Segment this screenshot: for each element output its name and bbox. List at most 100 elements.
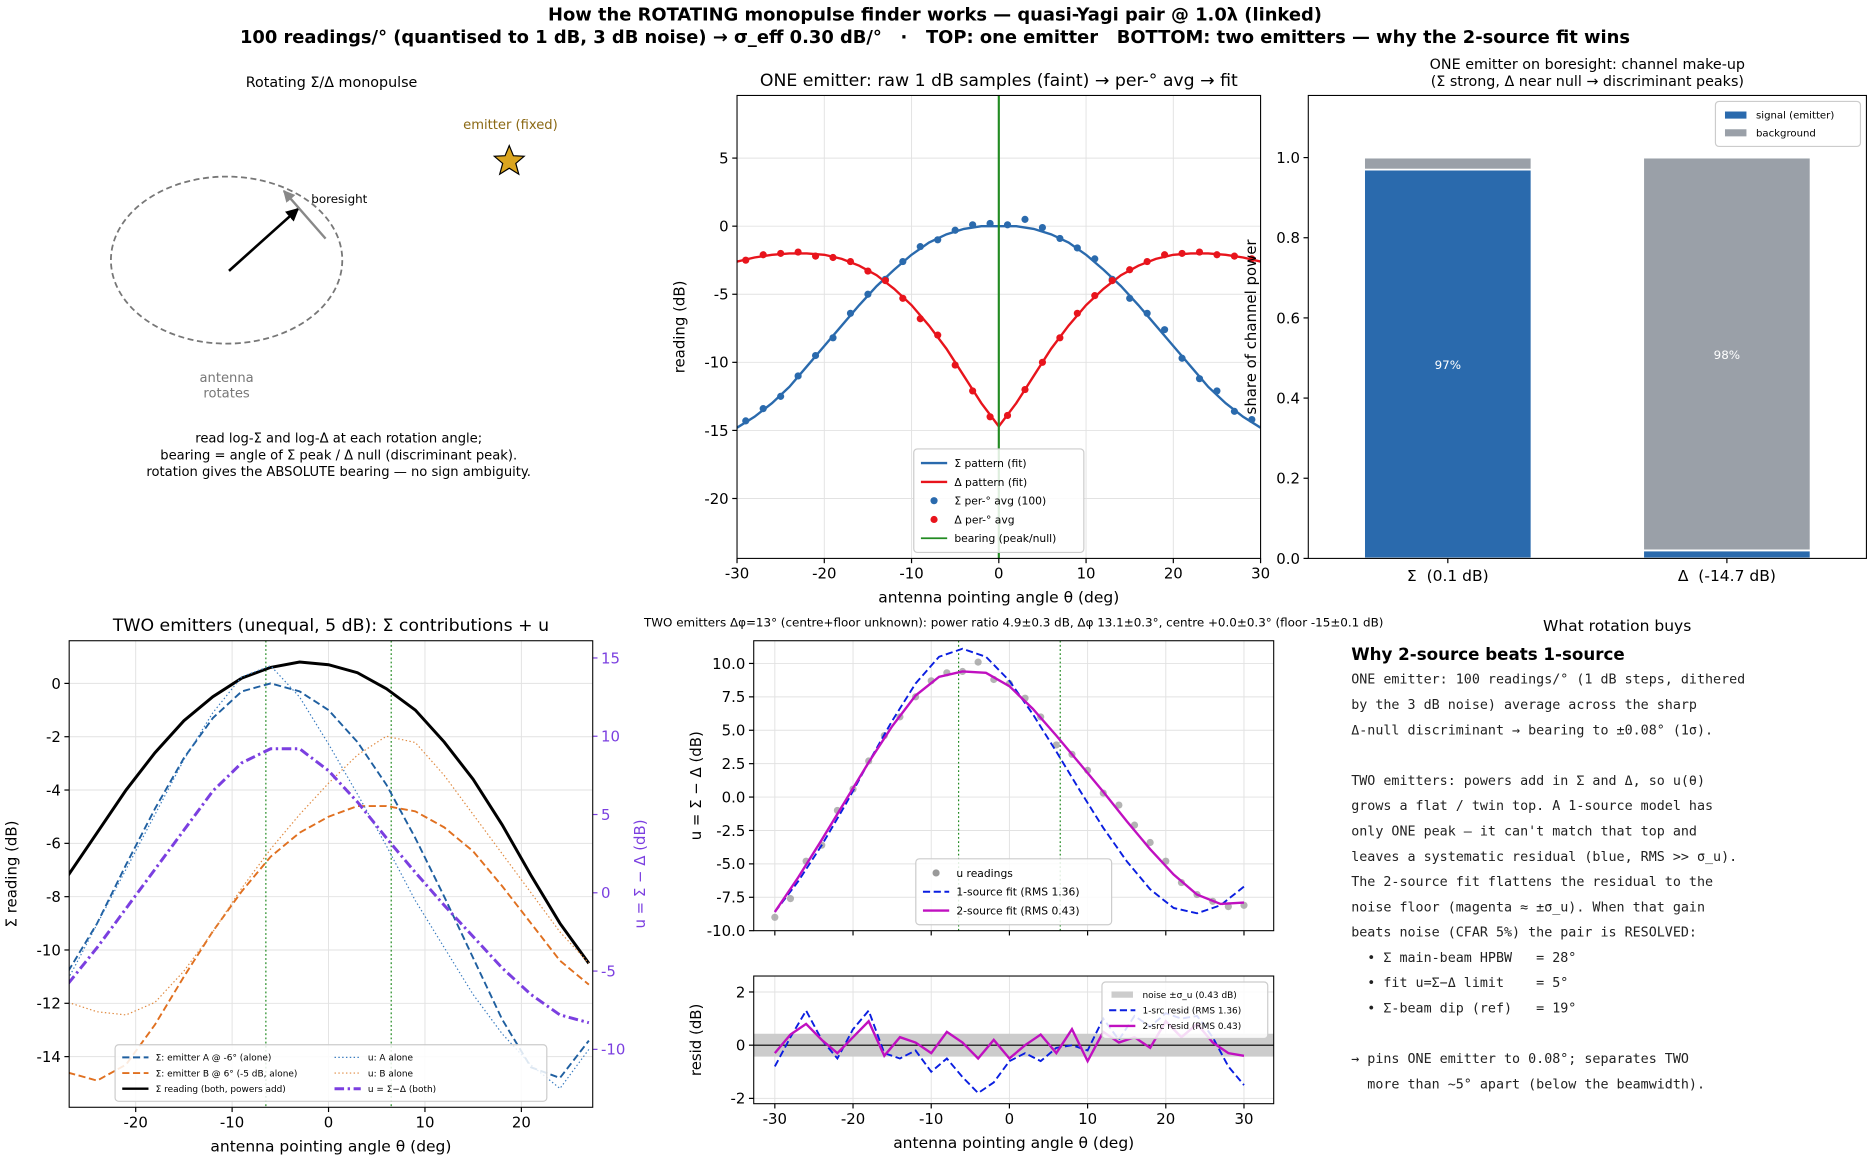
legend-label: u: A alone: [368, 1054, 414, 1064]
chart-title: ONE emitter: raw 1 dB samples (faint) → …: [760, 71, 1238, 91]
y-tick-label: -4: [46, 781, 61, 799]
y-tick-label: 10.0: [712, 655, 745, 673]
y-axis-label: Σ reading (dB): [3, 821, 21, 928]
data-point: [794, 372, 802, 380]
notes-line: noise floor (magenta ≈ ±σ_u). When that …: [1351, 900, 1705, 915]
x-tick-label: -10: [220, 1114, 244, 1132]
legend-box: [913, 448, 1085, 554]
legend-label: Σ reading (both, powers add): [156, 1085, 286, 1095]
data-point: [742, 417, 750, 425]
y-tick-label: -14: [36, 1048, 60, 1066]
notes-line: by the 3 dB noise) average across the sh…: [1351, 698, 1697, 713]
x-axis-label: antenna pointing angle θ (deg): [210, 1137, 451, 1155]
legend-label: background: [1756, 128, 1816, 139]
boresight-label: boresight: [311, 192, 367, 206]
boresight-arrow: [282, 190, 327, 240]
data-point: [986, 413, 994, 421]
legend-label: 2-src resid (RMS 0.43): [1143, 1022, 1242, 1032]
data-point: [951, 226, 959, 234]
data-point: [1038, 223, 1047, 232]
y-tick-label: -10: [704, 354, 728, 372]
notes-line: • Σ-beam dip (ref) = 19°: [1351, 1002, 1576, 1017]
value-label: 97%: [1435, 358, 1461, 372]
y-tick-label: 0: [736, 1037, 745, 1055]
y-tick-label: 0.6: [1276, 309, 1300, 327]
notes: What rotation buys Why 2-source beats 1-…: [1351, 617, 1745, 1092]
notes-line: Δ-null discriminant → bearing to ±0.08° …: [1351, 723, 1713, 738]
notes-line: beats noise (CFAR 5%) the pair is RESOLV…: [1351, 926, 1697, 941]
y-axis-label: reading (dB): [671, 281, 689, 374]
y-tick-label: 1.0: [1276, 149, 1300, 167]
legend-swatch: [1724, 129, 1747, 137]
antenna-label: antenna: [199, 371, 253, 386]
data-point: [1003, 411, 1012, 420]
data-point: [1146, 838, 1154, 847]
axes-frame: [736, 94, 1262, 559]
x-tick-label: 30: [1235, 1110, 1254, 1128]
data-point: [881, 277, 889, 285]
data-point: [1091, 292, 1099, 300]
y-tick-label: -8: [46, 888, 61, 906]
x-tick-label: -20: [124, 1114, 148, 1132]
y-axis-label: resid (dB): [687, 1004, 705, 1076]
data-point: [1091, 255, 1099, 263]
data-point: [1178, 249, 1186, 257]
data-point: [1213, 251, 1221, 259]
data-point: [1021, 385, 1029, 394]
y2-tick-label: 10: [601, 728, 620, 746]
data-point: [1195, 248, 1204, 256]
notes-title: What rotation buys: [1543, 617, 1691, 635]
data-point: [777, 249, 785, 257]
legend-label: u readings: [956, 867, 1013, 880]
data-point: [759, 251, 767, 259]
legend-swatch: [1724, 111, 1747, 119]
data-point: [1108, 277, 1116, 285]
legend-label: Σ: emitter B @ 6° (-5 dB, alone): [156, 1069, 298, 1079]
series-line: [774, 647, 1245, 915]
x-tick-label: -30: [725, 565, 749, 583]
y2-tick-label: -10: [601, 1041, 625, 1059]
notes-line: grows a flat / twin top. A 1-source mode…: [1351, 799, 1713, 814]
data-point: [864, 267, 872, 275]
data-point: [829, 253, 837, 262]
data-point: [1248, 415, 1256, 424]
data-point: [1115, 801, 1123, 809]
y-tick-label: -7.5: [716, 889, 745, 907]
y-tick-label: 5.0: [722, 722, 746, 740]
data-point: [986, 219, 994, 228]
legend-label: signal (emitter): [1756, 111, 1834, 122]
y-tick-label: -5: [714, 286, 729, 304]
notes-line: • fit u=Σ−Δ limit = 5°: [1351, 976, 1568, 991]
antenna-arrow: [228, 207, 300, 272]
x-tick-label: 0: [324, 1114, 333, 1132]
diagram-caption: rotation gives the ABSOLUTE bearing — no…: [146, 465, 531, 480]
y2-tick-label: -5: [601, 962, 616, 980]
diagram-title: Rotating Σ/Δ monopulse: [246, 75, 418, 91]
x-tick-label: 20: [1164, 565, 1183, 583]
chart-title: ONE emitter on boresight: channel make-u…: [1430, 57, 1745, 73]
data-point: [1248, 255, 1256, 263]
y-tick-label: -2: [46, 728, 61, 746]
x-tick-label: 10: [415, 1114, 434, 1132]
x-tick-label: 10: [1077, 565, 1096, 583]
notes-line: The 2-source fit flattens the residual t…: [1351, 875, 1713, 890]
series-line: [69, 735, 590, 1016]
legend-label: noise ±σ_u (0.43 dB): [1143, 991, 1237, 1001]
rotation-ellipse: [110, 175, 344, 345]
figure-subtitle: 100 readings/° (quantised to 1 dB, 3 dB …: [240, 27, 1630, 48]
y-tick-label: -20: [704, 490, 728, 508]
data-point: [1195, 375, 1204, 383]
y2-tick-label: 0: [601, 884, 610, 902]
y-tick-label: 0.4: [1276, 389, 1300, 407]
y-tick-label: -2.5: [716, 822, 745, 840]
data-point: [1038, 358, 1047, 366]
bar-segment: [1363, 156, 1533, 171]
legend-label: Σ: emitter A @ -6° (alone): [156, 1054, 272, 1064]
notes-line: TWO emitters: powers add in Σ and Δ, so …: [1351, 774, 1705, 789]
legend-swatch: [930, 497, 938, 505]
data-point: [759, 405, 767, 413]
data-point: [742, 256, 750, 264]
y-tick-label: 2: [736, 983, 745, 1001]
